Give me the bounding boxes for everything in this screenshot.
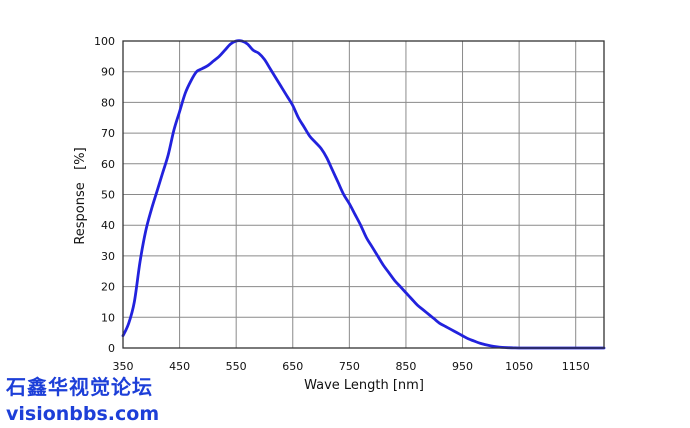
y-axis-label: Response [%] bbox=[73, 147, 88, 244]
y-tick-label: 40 bbox=[101, 219, 115, 232]
y-tick-label: 100 bbox=[94, 35, 115, 48]
x-tick-label: 1050 bbox=[505, 360, 533, 373]
y-tick-label: 70 bbox=[101, 127, 115, 140]
y-tick-label: 0 bbox=[108, 342, 115, 355]
response-curve bbox=[121, 39, 606, 350]
x-tick-label: 350 bbox=[113, 360, 134, 373]
grid bbox=[122, 40, 604, 349]
watermark-url: visionbbs.com bbox=[6, 403, 160, 425]
y-tick-label: 90 bbox=[101, 66, 115, 79]
y-tick-label: 10 bbox=[101, 311, 115, 324]
x-tick-label: 550 bbox=[226, 360, 247, 373]
y-tick-labels: 0 10 20 30 40 50 60 70 80 90 100 bbox=[94, 35, 115, 355]
x-tick-label: 950 bbox=[452, 360, 473, 373]
y-tick-label: 30 bbox=[101, 250, 115, 263]
curve-layer bbox=[121, 39, 606, 350]
y-tick-label: 20 bbox=[101, 281, 115, 294]
y-tick-label: 80 bbox=[101, 96, 115, 109]
watermark-forum-name: 石鑫华视觉论坛 bbox=[6, 375, 153, 399]
x-tick-label: 850 bbox=[395, 360, 416, 373]
x-tick-label: 450 bbox=[169, 360, 190, 373]
x-tick-label: 650 bbox=[282, 360, 303, 373]
y-tick-label: 60 bbox=[101, 158, 115, 171]
x-tick-label: 750 bbox=[339, 360, 360, 373]
plot-frame bbox=[122, 40, 605, 349]
y-tick-label: 50 bbox=[101, 189, 115, 202]
x-tick-label: 1150 bbox=[562, 360, 590, 373]
x-axis-label: Wave Length [nm] bbox=[304, 378, 424, 393]
x-tick-labels: 350 450 550 650 750 850 950 1050 1150 bbox=[113, 360, 590, 373]
